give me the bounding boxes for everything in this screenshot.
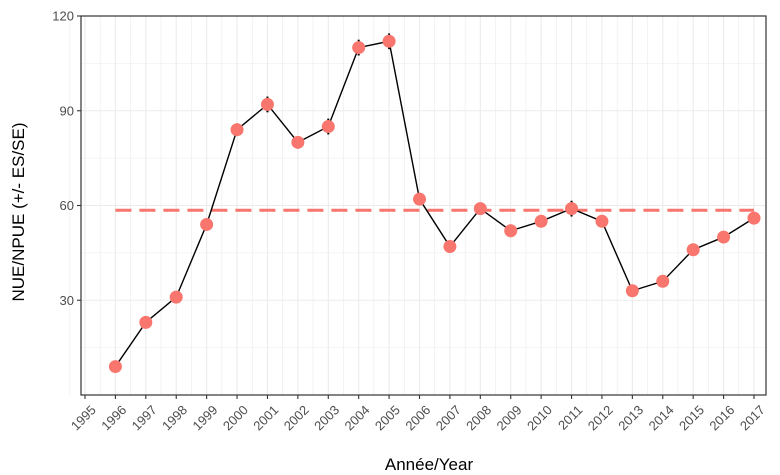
data-point	[595, 214, 609, 228]
data-point	[565, 202, 579, 216]
data-point	[473, 202, 487, 216]
data-point	[169, 290, 183, 304]
x-tick-label: 2007	[433, 402, 464, 433]
y-axis-title: NUE/NPUE (+/- ES/SE)	[9, 122, 28, 301]
x-tick-label: 2008	[463, 402, 494, 433]
data-point	[534, 214, 548, 228]
data-point	[717, 230, 731, 244]
x-tick-label: 1996	[98, 402, 129, 433]
data-point	[625, 284, 639, 298]
data-point	[656, 274, 670, 288]
x-tick-label: 2015	[676, 402, 707, 433]
series-line	[114, 40, 755, 367]
x-tick-label: 1998	[159, 402, 190, 433]
data-point	[413, 192, 426, 206]
data-point	[504, 224, 518, 238]
data-point	[747, 211, 761, 225]
data-point	[139, 315, 153, 329]
data-point	[230, 123, 244, 137]
x-tick-label: 1999	[189, 402, 220, 433]
x-tick-label: 1997	[129, 402, 160, 433]
grid-lines	[69, 15, 766, 395]
data-point	[382, 34, 396, 48]
x-tick-label: 2003	[311, 402, 342, 433]
x-tick-label: 2002	[281, 402, 312, 433]
x-tick-label: 2012	[585, 402, 616, 433]
series-group	[108, 33, 761, 374]
y-tick-label: 30	[60, 293, 74, 308]
x-tick-label: 2011	[555, 402, 585, 432]
x-tick-label: 2016	[706, 402, 737, 433]
x-tick-label: 2001	[250, 402, 281, 433]
x-tick-label: 2006	[402, 402, 433, 433]
data-point	[200, 217, 214, 231]
x-tick-label: 2009	[494, 402, 525, 433]
x-tick-label: 2004	[342, 402, 373, 433]
x-tick-label: 1995	[68, 402, 99, 433]
x-tick-label: 2014	[646, 402, 677, 433]
x-axis-title: Année/Year	[385, 455, 474, 474]
x-tick-label: 2013	[615, 402, 646, 433]
data-point	[260, 97, 274, 111]
x-tick-label: 2000	[220, 402, 251, 433]
data-point	[108, 360, 122, 374]
data-point	[443, 240, 457, 254]
data-point	[352, 41, 366, 55]
y-tick-label: 60	[60, 198, 74, 213]
data-point	[321, 120, 335, 134]
y-tick-label: 90	[60, 103, 74, 118]
x-tick-label: 2005	[372, 402, 403, 433]
x-tick-label: 2010	[524, 402, 555, 433]
y-tick-label: 120	[52, 9, 74, 24]
data-point	[686, 243, 700, 257]
data-point	[291, 135, 305, 149]
x-tick-label: 2017	[737, 402, 768, 433]
